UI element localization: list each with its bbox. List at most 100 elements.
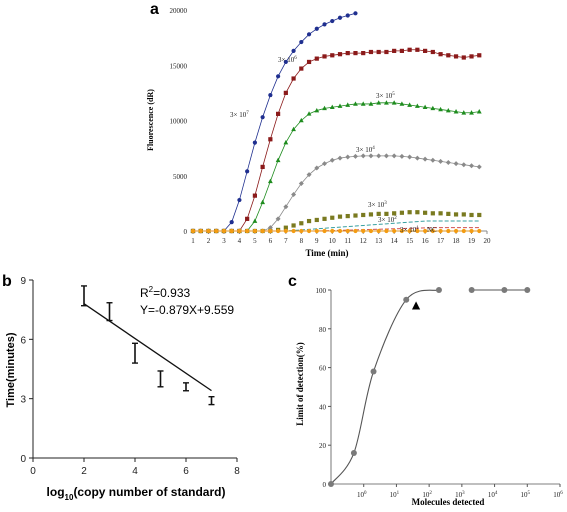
panel-a-xtick-label: 17 bbox=[437, 237, 445, 245]
panel-a-point bbox=[353, 50, 358, 56]
panel-a-point bbox=[237, 228, 242, 234]
panel-a-point bbox=[198, 228, 203, 234]
panel-c-axes: 0 20 40 60 80 100 100 101 102 103 104 105 106 bbox=[316, 287, 564, 499]
panel-a-point bbox=[298, 180, 304, 186]
panel-a-point bbox=[438, 106, 443, 112]
panel-label-c: c bbox=[288, 273, 297, 290]
panel-a-point bbox=[322, 216, 327, 221]
panel-a-point bbox=[453, 228, 459, 234]
panel-a-point bbox=[407, 154, 413, 160]
panel-a-xtick-label: 2 bbox=[207, 237, 211, 245]
panel-a-series-label: 3× 107 bbox=[230, 111, 249, 119]
panel-c-xtick-label: 101 bbox=[390, 491, 400, 499]
panel-a-point bbox=[214, 228, 219, 234]
panel-a-ylabel: Fluorescence (dR) bbox=[146, 89, 155, 151]
panel-a-point bbox=[337, 155, 343, 161]
panel-b-ytick-label: 0 bbox=[20, 454, 26, 465]
panel-a-point bbox=[361, 50, 366, 56]
panel-a-xtick-label: 4 bbox=[238, 237, 242, 245]
panel-label-a: a bbox=[150, 1, 159, 18]
panel-a-point bbox=[423, 228, 428, 234]
panel-a-point bbox=[291, 228, 296, 234]
panel-a-point bbox=[469, 110, 474, 115]
panel-a-point bbox=[337, 103, 343, 108]
panel-a-point bbox=[392, 228, 397, 234]
panel-a-ytick-label: 10000 bbox=[170, 118, 188, 126]
panel-a-point bbox=[345, 154, 351, 160]
panel-b-xlabel: log10(copy number of standard) bbox=[47, 485, 226, 502]
panel-a-point bbox=[438, 52, 443, 57]
panel-a-point bbox=[415, 210, 420, 215]
panel-a-point bbox=[430, 228, 435, 234]
panel-c-point bbox=[328, 481, 334, 487]
panel-a-point bbox=[399, 101, 405, 106]
panel-a-point bbox=[245, 228, 250, 234]
panel-a-point bbox=[291, 48, 296, 53]
panel-a-point bbox=[453, 161, 459, 167]
panel-a-point bbox=[298, 117, 304, 123]
panel-a-ytick-label: 0 bbox=[184, 228, 188, 236]
panel-a-point bbox=[430, 211, 435, 216]
panel-a-xlabel: Time (min) bbox=[305, 248, 348, 258]
panel-b-xtick-label: 0 bbox=[30, 466, 36, 477]
panel-a-point bbox=[446, 211, 451, 216]
panel-a-point bbox=[221, 228, 227, 234]
panel-a-point bbox=[477, 53, 482, 58]
panel-a-series-line bbox=[193, 49, 480, 232]
panel-c-ytick-label: 0 bbox=[323, 481, 327, 489]
panel-a-point bbox=[469, 163, 475, 169]
panel-a-point bbox=[469, 54, 474, 59]
panel-a-point bbox=[353, 11, 358, 16]
panel-a-point bbox=[384, 228, 389, 234]
panel-a-point bbox=[422, 104, 428, 110]
panel-a-point bbox=[314, 56, 319, 61]
panel-a-point bbox=[337, 228, 343, 234]
panel-a-xtick-label: 19 bbox=[468, 237, 476, 245]
panel-a-ytick-label: 15000 bbox=[170, 62, 188, 70]
panel-a-point bbox=[399, 228, 404, 234]
panel-c-lod-marker: ▲ bbox=[409, 297, 423, 313]
panel-a-point bbox=[423, 48, 428, 53]
panel-a-point bbox=[322, 105, 327, 111]
panel-a-point bbox=[268, 92, 273, 98]
panel-c-ytick-label: 60 bbox=[319, 365, 327, 373]
panel-a-point bbox=[299, 39, 304, 45]
panel-a-point bbox=[360, 153, 366, 159]
panel-a-point bbox=[283, 59, 288, 65]
panel-a-point bbox=[414, 103, 420, 108]
panel-a-point bbox=[345, 13, 350, 18]
panel-b-xtick-label: 6 bbox=[183, 466, 189, 477]
panel-a-point bbox=[430, 49, 435, 55]
panel-c-curve bbox=[330, 289, 440, 485]
panel-a-point bbox=[392, 48, 397, 53]
panel-a-xtick-label: 9 bbox=[315, 237, 319, 245]
panel-b-ytick-label: 6 bbox=[20, 335, 26, 346]
panel-a-xtick-label: 16 bbox=[422, 237, 430, 245]
panel-a-point bbox=[461, 110, 467, 115]
panel-a-series-line bbox=[193, 12, 356, 232]
panel-a-point bbox=[275, 157, 281, 163]
panel-c-point bbox=[350, 449, 357, 456]
panel-a-point bbox=[330, 215, 335, 220]
panel-a-point bbox=[306, 218, 312, 224]
panel-a-point bbox=[415, 228, 420, 234]
panel-b-xtick-label: 2 bbox=[81, 466, 87, 477]
panel-a-point bbox=[260, 199, 266, 205]
panel-a-point bbox=[383, 153, 389, 159]
panel-b-xtick-label: 8 bbox=[234, 466, 240, 477]
panel-a-point bbox=[360, 101, 366, 106]
panel-b-axes: 0 2 4 6 8 0 3 6 9 bbox=[20, 276, 240, 477]
panel-a-point bbox=[283, 204, 289, 210]
panel-a-point bbox=[291, 126, 296, 132]
panel-a-series-line bbox=[193, 102, 480, 232]
panel-a-point bbox=[252, 193, 257, 198]
panel-a-xtick-label: 5 bbox=[253, 237, 257, 245]
panel-b-ytick-label: 3 bbox=[20, 395, 26, 406]
panel-a-point bbox=[376, 211, 381, 216]
panel-label-b: b bbox=[2, 273, 12, 290]
panel-a-point bbox=[314, 165, 320, 171]
panel-a-point bbox=[453, 212, 459, 217]
